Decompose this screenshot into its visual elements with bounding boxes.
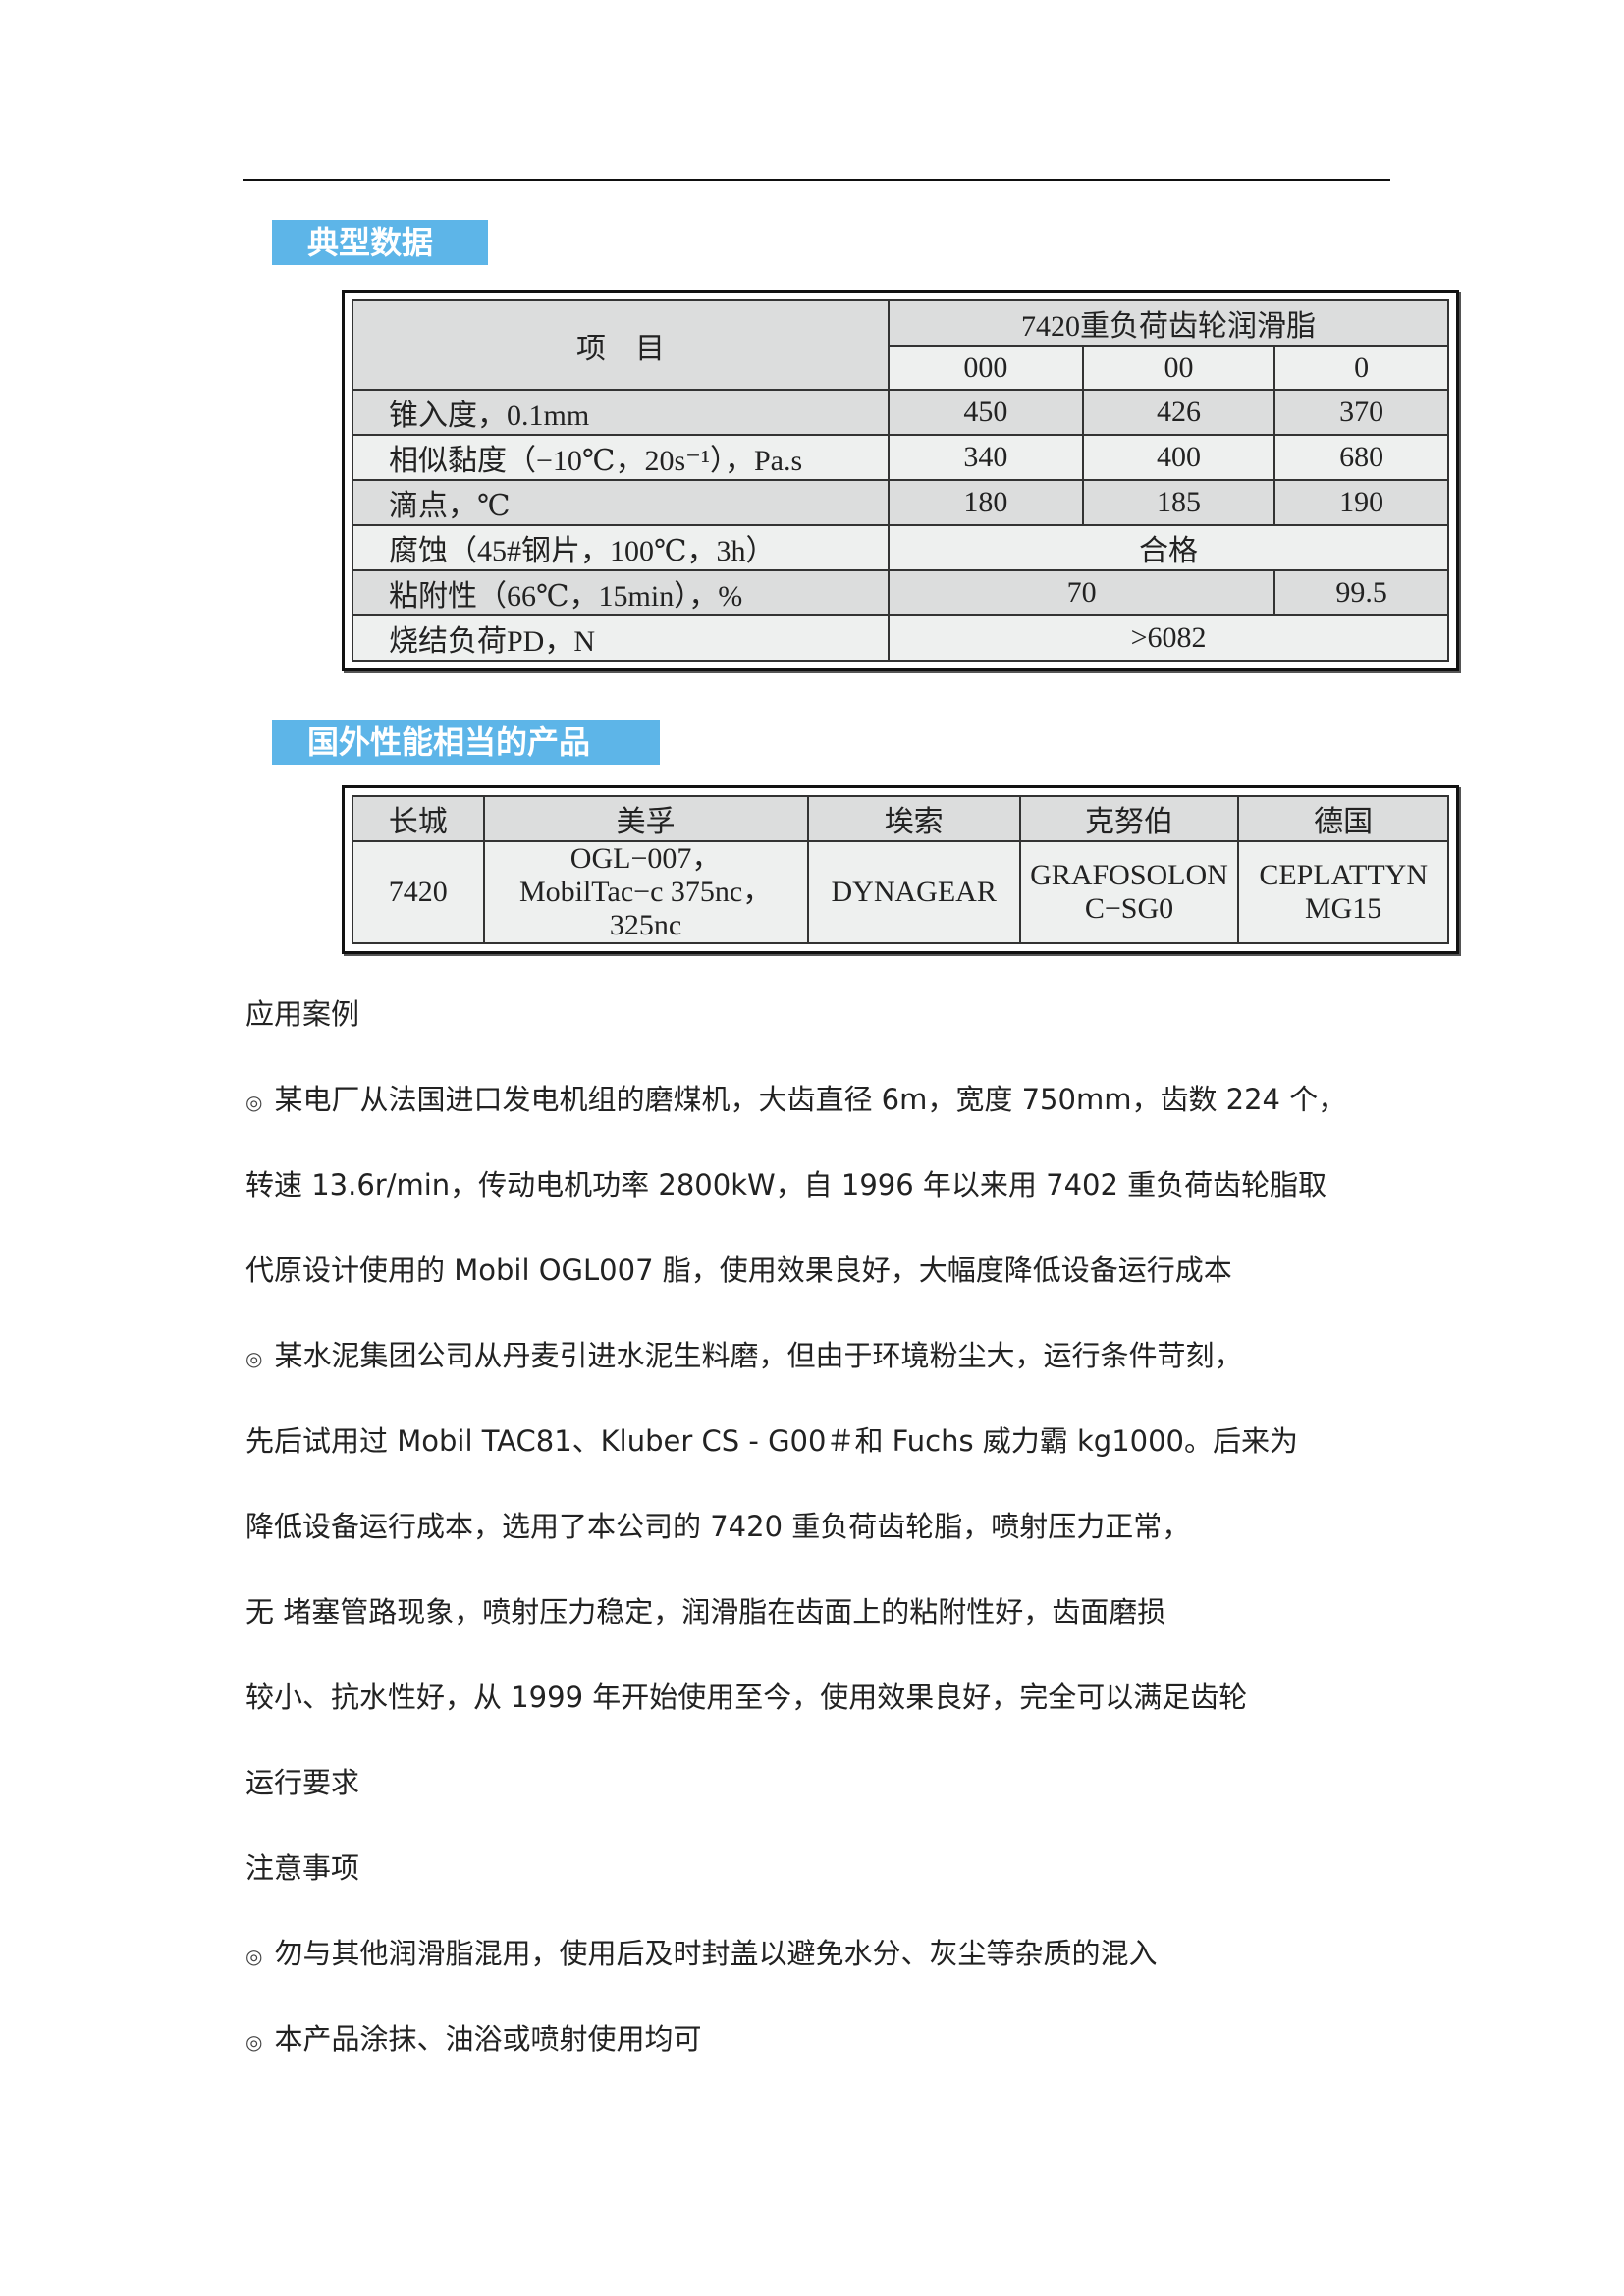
- paragraph-line: ◎ 勿与其他润滑脂混用，使用后及时封盖以避免水分、灰尘等杂质的混入: [245, 1931, 1157, 1972]
- cell: 450: [888, 389, 1084, 436]
- row-label: 粘附性（66℃，15min），%: [351, 569, 891, 616]
- item-header: 项 目: [351, 299, 891, 391]
- line-text: 某电厂从法国进口发电机组的磨煤机，大齿直径 6m，宽度 750mm，齿数 224…: [274, 1083, 1347, 1116]
- cell: GRAFOSOLON C−SG0: [1018, 840, 1240, 944]
- table-row: 锥入度，0.1mm 450 426 370: [351, 389, 1449, 436]
- paragraph-line: 代原设计使用的 Mobil OGL007 脂，使用效果良好，大幅度降低设备运行成…: [245, 1248, 1232, 1289]
- paragraph-line: ◎ 某电厂从法国进口发电机组的磨煤机，大齿直径 6m，宽度 750mm，齿数 22…: [245, 1077, 1346, 1118]
- line-text: 本产品涂抹、油浴或喷射使用均可: [274, 2022, 702, 2056]
- paragraph-line: ◎ 本产品涂抹、油浴或喷射使用均可: [245, 2016, 701, 2057]
- row-label: 锥入度，0.1mm: [351, 389, 891, 436]
- section-title-foreign-equivalents: 国外性能相当的产品: [272, 720, 660, 765]
- paragraph-line: 先后试用过 Mobil TAC81、Kluber CS - G00＃和 Fuch…: [245, 1418, 1298, 1460]
- line-text: 注意事项: [245, 1851, 360, 1885]
- cell: 99.5: [1273, 569, 1449, 616]
- line-text: 较小、抗水性好，从 1999 年开始使用至今，使用效果良好，完全可以满足齿轮: [245, 1681, 1248, 1714]
- cell: 340: [888, 434, 1084, 481]
- cell: 426: [1081, 389, 1276, 436]
- cell: OGL−007，MobilTac−c 375nc，325nc: [482, 840, 809, 944]
- equivalents-table: 长城 美孚 埃索 克努伯 德国 7420 OGL−007，MobilTac−c …: [342, 785, 1459, 954]
- row-label: 相似黏度（−10℃，20s⁻¹），Pa.s: [351, 434, 891, 481]
- line-text: 无 堵塞管路现象，喷射压力稳定，润滑脂在齿面上的粘附性好，齿面磨损: [245, 1595, 1166, 1629]
- paragraph-line: 无 堵塞管路现象，喷射压力稳定，润滑脂在齿面上的粘附性好，齿面磨损: [245, 1589, 1165, 1630]
- paragraph-line: 运行要求: [245, 1760, 359, 1801]
- column-header: 埃索: [806, 795, 1021, 842]
- table-row: 相似黏度（−10℃，20s⁻¹），Pa.s 340 400 680: [351, 434, 1449, 481]
- column-header: 美孚: [482, 795, 809, 842]
- line-text: 某水泥集团公司从丹麦引进水泥生料磨，但由于环境粉尘大，运行条件苛刻，: [274, 1339, 1243, 1372]
- cell: 680: [1273, 434, 1449, 481]
- table-row: 烧结负荷PD，N >6082: [351, 614, 1449, 662]
- cell: 180: [888, 479, 1084, 526]
- paragraph-line: ◎ 某水泥集团公司从丹麦引进水泥生料磨，但由于环境粉尘大，运行条件苛刻，: [245, 1333, 1242, 1374]
- table-row: 粘附性（66℃，15min），% 70 99.5: [351, 569, 1449, 616]
- cell: DYNAGEAR: [806, 840, 1021, 944]
- line-text: 降低设备运行成本，选用了本公司的 7420 重负荷齿轮脂，喷射压力正常，: [245, 1510, 1191, 1543]
- column-header: 长城: [352, 795, 485, 842]
- column-header: 德国: [1237, 795, 1449, 842]
- circle-dot-icon: ◎: [245, 1091, 263, 1114]
- line-text: 转速 13.6r/min，传动电机功率 2800kW，自 1996 年以来用 7…: [245, 1168, 1327, 1201]
- circle-dot-icon: ◎: [245, 1945, 263, 1968]
- cell: 370: [1273, 389, 1449, 436]
- grade-header: 000: [888, 345, 1084, 391]
- line-text: 勿与其他润滑脂混用，使用后及时封盖以避免水分、灰尘等杂质的混入: [274, 1937, 1158, 1970]
- line-text: 先后试用过 Mobil TAC81、Kluber CS - G00＃和 Fuch…: [245, 1424, 1299, 1458]
- grade-header: 0: [1273, 345, 1449, 391]
- row-label: 烧结负荷PD，N: [351, 614, 891, 662]
- paragraph-line: 较小、抗水性好，从 1999 年开始使用至今，使用效果良好，完全可以满足齿轮: [245, 1675, 1247, 1716]
- header-rule: [243, 179, 1390, 181]
- product-header: 7420重负荷齿轮润滑脂: [888, 299, 1449, 347]
- circle-dot-icon: ◎: [245, 2030, 263, 2054]
- table-row: 腐蚀（45#钢片，100℃，3h） 合格: [351, 524, 1449, 571]
- line-text: 运行要求: [245, 1766, 360, 1799]
- grade-header: 00: [1081, 345, 1276, 391]
- section-heading: 注意事项: [245, 1845, 359, 1887]
- section-heading: 应用案例: [245, 991, 359, 1033]
- cell: 185: [1081, 479, 1276, 526]
- cell: 400: [1081, 434, 1276, 481]
- table-row: 滴点，℃ 180 185 190: [351, 479, 1449, 526]
- cell: 190: [1273, 479, 1449, 526]
- cell: >6082: [888, 614, 1449, 662]
- paragraph-line: 降低设备运行成本，选用了本公司的 7420 重负荷齿轮脂，喷射压力正常，: [245, 1504, 1190, 1545]
- row-label: 腐蚀（45#钢片，100℃，3h）: [351, 524, 891, 571]
- line-text: 代原设计使用的 Mobil OGL007 脂，使用效果良好，大幅度降低设备运行成…: [245, 1254, 1232, 1287]
- cell: CEPLATTYN MG15: [1237, 840, 1449, 944]
- table-row: 7420 OGL−007，MobilTac−c 375nc，325nc DYNA…: [352, 840, 1449, 944]
- paragraph-line: 转速 13.6r/min，传动电机功率 2800kW，自 1996 年以来用 7…: [245, 1162, 1326, 1203]
- cell: 70: [888, 569, 1276, 616]
- column-header: 克努伯: [1018, 795, 1240, 842]
- row-label: 滴点，℃: [351, 479, 891, 526]
- typical-data-table: 项 目 7420重负荷齿轮润滑脂 000 00 0 锥入度，0.1mm 450 …: [342, 290, 1459, 671]
- line-text: 应用案例: [245, 997, 360, 1031]
- section-title-typical-data: 典型数据: [272, 220, 488, 265]
- cell: 合格: [888, 524, 1449, 571]
- cell: 7420: [352, 840, 485, 944]
- circle-dot-icon: ◎: [245, 1347, 263, 1370]
